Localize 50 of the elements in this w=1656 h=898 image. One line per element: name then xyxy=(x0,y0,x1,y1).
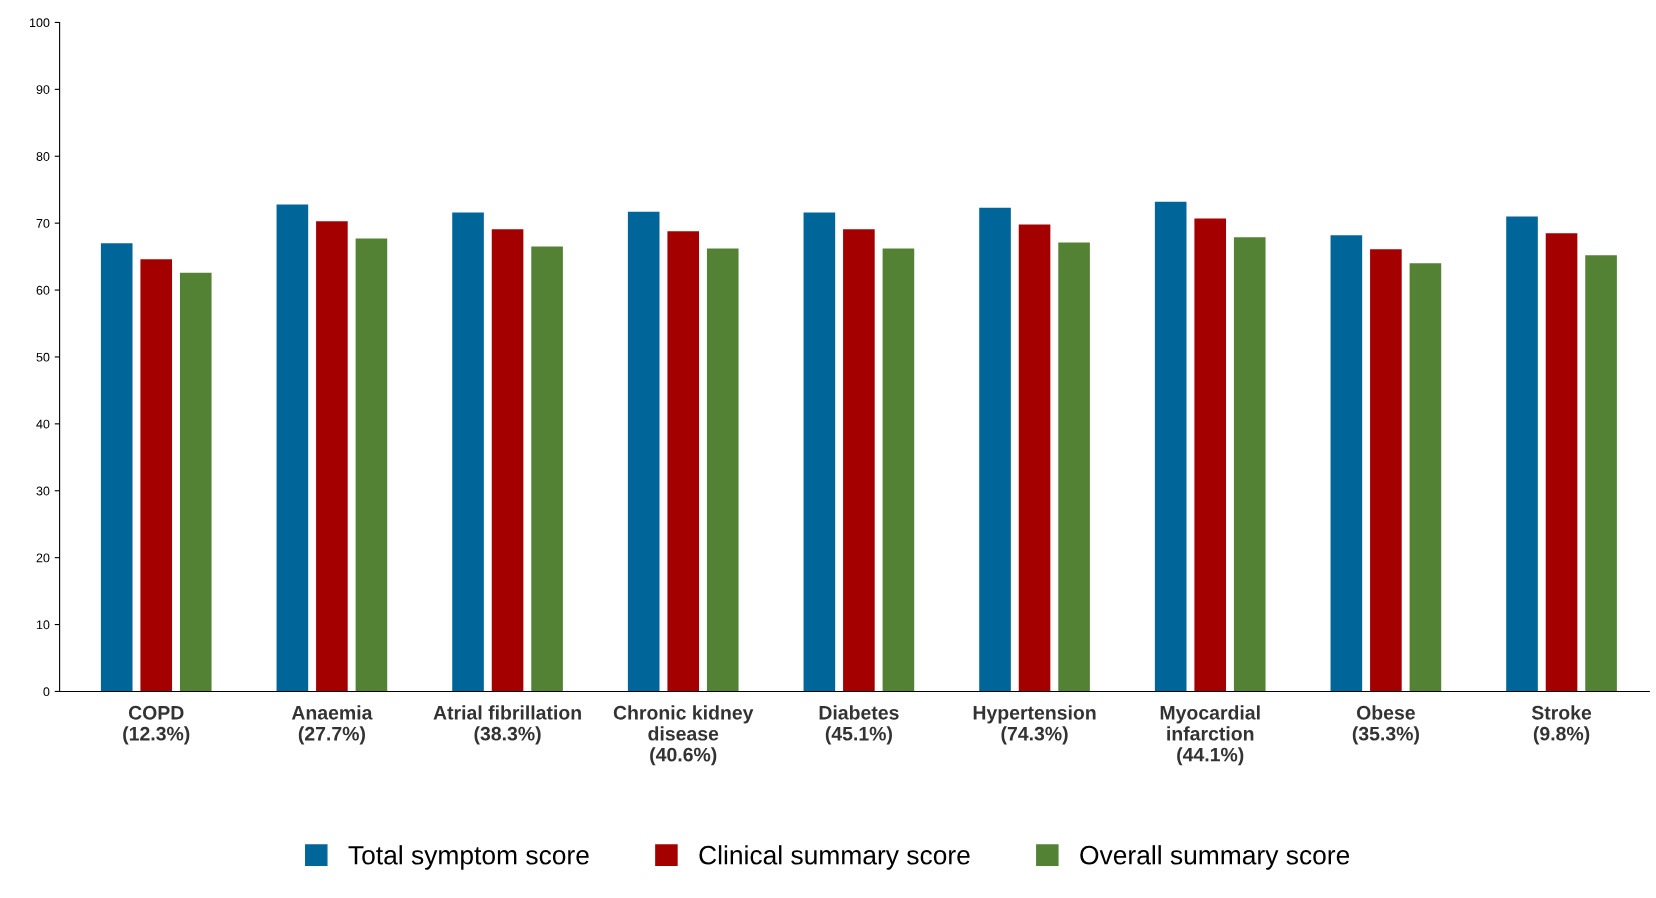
x-tick-label: Obese (35.3%) xyxy=(1352,705,1419,745)
legend-label: Clinical summary score xyxy=(699,845,970,870)
y-tick-label: 80 xyxy=(36,152,50,161)
bar xyxy=(452,212,484,692)
y-tick-label: 70 xyxy=(36,218,50,228)
bar xyxy=(140,259,173,692)
y-tick-label: 50 xyxy=(36,352,50,362)
x-tick-label: Diabetes (45.1%) xyxy=(819,705,899,745)
x-tick-label: Myocardial infarction (44.1%) xyxy=(1160,705,1260,766)
x-tick-label: Hypertension (74.3%) xyxy=(973,705,1096,745)
x-tick-label: Stroke (9.8%) xyxy=(1531,705,1592,745)
y-tick-label: 30 xyxy=(36,486,50,496)
bar xyxy=(627,211,660,692)
y-tick-label: 20 xyxy=(36,553,50,563)
bar xyxy=(1545,233,1578,692)
bar xyxy=(355,238,388,692)
bar xyxy=(276,204,309,692)
bar xyxy=(316,221,348,692)
bar xyxy=(1370,249,1402,692)
bar xyxy=(843,229,875,692)
x-tick-label: Atrial fibrillation (38.3%) xyxy=(433,705,581,745)
bar xyxy=(1194,218,1227,692)
y-tick-label: 10 xyxy=(36,620,50,630)
bar xyxy=(1018,224,1051,692)
bar xyxy=(979,207,1011,692)
x-tick-label: Anaemia (27.7%) xyxy=(291,705,373,745)
bar xyxy=(882,248,915,692)
bar xyxy=(100,243,133,692)
bar xyxy=(491,229,524,692)
bar xyxy=(1585,255,1617,692)
bar xyxy=(803,212,836,692)
bar xyxy=(1233,237,1266,692)
x-tick-label: Chronic kidney disease (40.6%) xyxy=(613,705,754,766)
bar xyxy=(1058,242,1090,692)
y-tick-label: 60 xyxy=(36,285,50,295)
bar xyxy=(706,248,739,692)
bar xyxy=(1506,216,1538,692)
legend-label: Overall summary score xyxy=(1080,845,1350,870)
bar xyxy=(667,231,700,692)
bar xyxy=(1330,235,1363,692)
bar xyxy=(531,246,563,692)
bar xyxy=(179,272,212,692)
x-tick-label: COPD (12.3%) xyxy=(123,705,190,745)
y-tick-label: 0 xyxy=(43,687,50,697)
bar xyxy=(1154,201,1187,692)
bar xyxy=(1409,263,1442,692)
legend-label: Total symptom score xyxy=(348,845,589,870)
y-tick-label: 90 xyxy=(36,85,50,94)
y-tick-label: 40 xyxy=(36,419,50,429)
y-tick-label: 100 xyxy=(29,18,50,28)
